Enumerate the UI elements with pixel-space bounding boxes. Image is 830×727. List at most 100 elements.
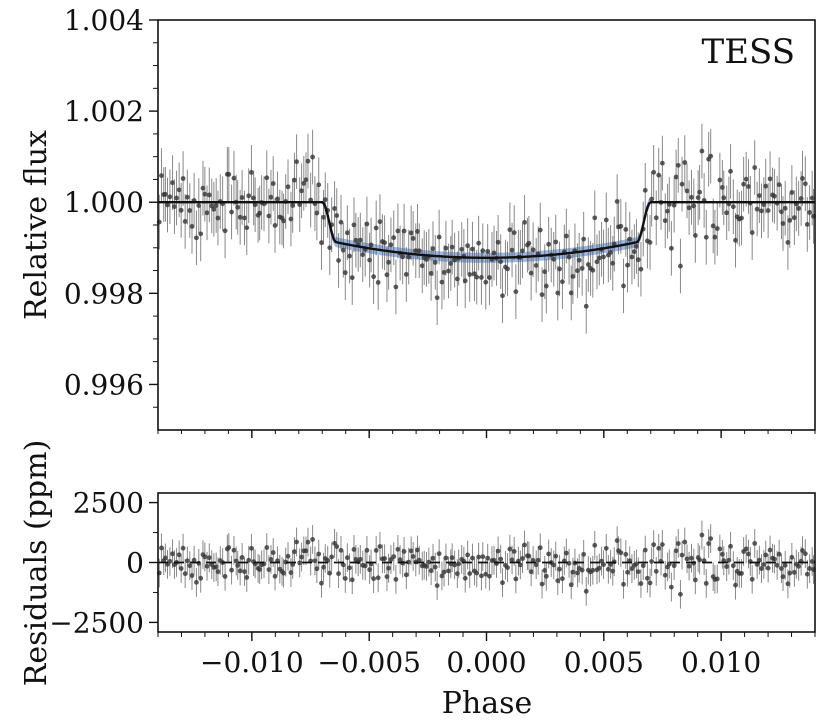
residual-point [533, 562, 539, 568]
residual-point [546, 551, 552, 557]
flux-point [592, 215, 598, 221]
flux-point [163, 191, 168, 197]
residuals-y-axis-title: Residuals (ppm) [19, 440, 54, 687]
residual-point [456, 561, 462, 567]
residual-point [522, 542, 527, 548]
flux-point [679, 181, 685, 187]
flux-point [691, 203, 697, 209]
flux-point [266, 213, 272, 219]
residual-point [776, 551, 782, 557]
residual-point [802, 551, 808, 557]
flux-point [357, 237, 363, 243]
residual-point [596, 565, 602, 571]
flux-point [344, 230, 350, 236]
flux-point [338, 219, 344, 225]
flux-point [285, 184, 291, 190]
residual-point [752, 541, 758, 546]
flux-point [340, 247, 346, 253]
residual-point [222, 574, 228, 579]
residual-point [640, 563, 646, 569]
flux-point [449, 244, 455, 250]
flux-point [244, 225, 250, 231]
flux-point [439, 279, 445, 285]
flux-point [487, 275, 492, 280]
flux-point [393, 284, 399, 290]
residual-point [679, 552, 685, 558]
flux-point [576, 257, 582, 263]
residual-point [268, 557, 274, 562]
flux-point [332, 206, 337, 211]
residual-point [244, 575, 250, 580]
flux-point [563, 233, 569, 239]
residual-point [476, 554, 482, 560]
residual-point [772, 556, 777, 562]
flux-point [268, 194, 274, 200]
flux-point [373, 225, 379, 231]
residual-point [321, 564, 326, 570]
flux-point [743, 176, 749, 182]
residual-point [480, 554, 486, 560]
flux-point [211, 206, 217, 212]
residual-point [785, 581, 791, 587]
flux-point [416, 248, 422, 254]
flux-point [170, 180, 175, 186]
flux-point [697, 189, 703, 195]
flux-point [708, 153, 714, 159]
flux-point [772, 193, 777, 199]
residual-point [194, 579, 199, 585]
flux-point [530, 247, 536, 253]
residual-point [432, 564, 438, 570]
flux-point [470, 246, 475, 252]
residual-point [226, 545, 232, 550]
x-tick-label: −0.005 [317, 646, 421, 679]
residual-point [557, 566, 562, 572]
flux-panel: 0.996 0.998 1.000 1.002 1.004 TESS Relative … [19, 4, 816, 438]
flux-point [585, 262, 591, 267]
flux-point [467, 272, 473, 277]
flux-point [206, 192, 212, 198]
residual-point [239, 555, 245, 560]
residual-point [767, 547, 773, 553]
residual-point [292, 549, 297, 555]
residual-point [281, 570, 286, 576]
flux-point [782, 205, 788, 211]
residual-point [590, 567, 596, 573]
flux-point [294, 159, 299, 165]
residual-point [759, 566, 764, 571]
flux-point [252, 202, 258, 208]
flux-point [618, 223, 624, 229]
flux-point [476, 240, 482, 246]
flux-point [752, 165, 758, 170]
residual-data-points [156, 520, 816, 609]
flux-point [498, 259, 504, 265]
flux-point [583, 303, 589, 309]
residual-point [349, 577, 355, 583]
flux-point [528, 270, 534, 276]
flux-point [239, 195, 245, 200]
flux-point [739, 215, 744, 221]
flux-y-axis-title: Relative flux [19, 130, 54, 320]
flux-point [787, 217, 793, 223]
residual-point [581, 551, 587, 557]
flux-point [596, 255, 602, 261]
residual-point [303, 548, 309, 554]
flux-point [281, 218, 286, 224]
flux-point [229, 209, 234, 215]
residual-point [517, 562, 523, 568]
flux-plot-frame [157, 19, 816, 431]
residual-point [288, 570, 294, 575]
residual-point [393, 576, 399, 582]
flux-point [699, 148, 705, 154]
residual-point [605, 566, 611, 572]
residual-point [618, 550, 624, 556]
x-tick-label: 0.010 [681, 646, 761, 679]
residual-point [656, 545, 662, 551]
flux-point [388, 242, 394, 248]
flux-point [668, 245, 674, 251]
residual-point [386, 565, 392, 571]
residual-point [511, 548, 517, 554]
residual-point [189, 573, 195, 578]
flux-point [270, 181, 276, 186]
residual-point [621, 581, 626, 587]
flux-point [495, 239, 501, 245]
